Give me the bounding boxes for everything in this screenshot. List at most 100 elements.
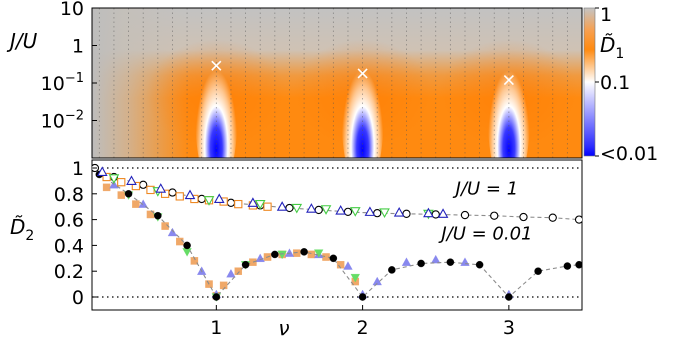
data-point bbox=[254, 200, 266, 210]
data-point bbox=[393, 206, 405, 217]
data-point bbox=[446, 258, 455, 266]
series-4 bbox=[96, 166, 449, 218]
data-point bbox=[293, 249, 301, 257]
scatter-annotation-1: J/U = 1 bbox=[453, 178, 519, 199]
data-point bbox=[460, 210, 470, 220]
scatter-xtick-label: 1 bbox=[210, 317, 222, 339]
data-point bbox=[184, 189, 196, 200]
data-point bbox=[401, 257, 412, 266]
data-point bbox=[534, 267, 542, 275]
data-point bbox=[271, 250, 279, 259]
colorbar-tick-label: <0.01 bbox=[600, 143, 658, 165]
data-point bbox=[329, 254, 338, 263]
data-point bbox=[276, 201, 288, 211]
heatmap-cross-marker-2 bbox=[357, 68, 368, 79]
heatmap-ytick-label: 10−2 bbox=[41, 109, 84, 133]
data-point bbox=[358, 293, 367, 301]
data-point bbox=[139, 180, 148, 189]
heatmap-ytick-label: 10−1 bbox=[41, 71, 84, 95]
data-point bbox=[574, 215, 582, 224]
data-point bbox=[160, 189, 170, 198]
colorbar-tick-label: 0.1 bbox=[600, 72, 630, 94]
data-point bbox=[505, 293, 513, 301]
data-point bbox=[183, 241, 191, 250]
colorbar-tick-label: 1 bbox=[600, 4, 612, 26]
scatter-ytick-label: 0.2 bbox=[54, 261, 84, 283]
data-point bbox=[490, 211, 499, 220]
data-point bbox=[306, 203, 317, 213]
data-point bbox=[263, 202, 272, 211]
data-point bbox=[291, 203, 303, 214]
data-point bbox=[349, 207, 361, 217]
data-point bbox=[343, 261, 353, 270]
data-point bbox=[379, 208, 390, 219]
scatter-ytick-label: 0.6 bbox=[54, 210, 84, 232]
data-point bbox=[96, 166, 108, 176]
heatmap-dip-1 bbox=[195, 43, 238, 158]
scatter-plot-area bbox=[92, 163, 582, 302]
data-point bbox=[307, 250, 316, 259]
data-point bbox=[168, 188, 177, 197]
scatter-ytick-label: 1 bbox=[72, 158, 84, 180]
data-point bbox=[117, 178, 126, 187]
colorbar: 1 0.1 <0.01 D̃1 bbox=[583, 4, 658, 165]
heatmap-cross-marker-3 bbox=[503, 74, 514, 86]
data-point bbox=[132, 200, 140, 208]
data-point bbox=[226, 269, 236, 278]
data-point bbox=[219, 281, 228, 290]
data-point bbox=[108, 174, 120, 184]
scatter-panel: 0 0.2 0.4 0.6 0.8 1 1 2 3 ν D̃2 J/U = 1 J/U = 0.01 bbox=[10, 158, 583, 340]
data-point bbox=[255, 253, 265, 262]
heatmap-panel: 10 1 10−1 10−2 J/U bbox=[6, 0, 583, 159]
heatmap-ytick-label: 10 bbox=[60, 0, 84, 20]
colorbar-title: D̃1 bbox=[600, 33, 624, 62]
heatmap-ytick-label: 1 bbox=[72, 36, 84, 58]
data-point bbox=[167, 227, 178, 237]
series-line bbox=[98, 174, 580, 298]
data-point bbox=[314, 249, 324, 258]
data-point bbox=[475, 260, 484, 269]
heatmap-dip-2 bbox=[341, 43, 384, 158]
data-point bbox=[437, 208, 449, 218]
data-point bbox=[519, 212, 528, 222]
data-point bbox=[213, 193, 225, 204]
heatmap-dip-3 bbox=[487, 43, 530, 158]
data-point bbox=[388, 266, 396, 274]
scatter-ytick-label: 0.8 bbox=[54, 184, 84, 206]
heatmap-ylabel: J/U bbox=[6, 29, 38, 53]
data-point bbox=[102, 183, 111, 192]
data-point bbox=[175, 192, 184, 201]
scatter-xtick-label: 2 bbox=[357, 317, 369, 339]
data-point bbox=[335, 205, 346, 215]
scatter-ylabel: D̃2 bbox=[10, 215, 34, 244]
series-line bbox=[94, 167, 580, 221]
data-point bbox=[155, 183, 167, 193]
data-point bbox=[241, 260, 250, 269]
colorbar-gradient bbox=[583, 7, 596, 157]
data-point bbox=[212, 293, 221, 301]
scatter-xlabel: ν bbox=[278, 316, 289, 340]
scatter-xtick-label: 3 bbox=[503, 317, 515, 339]
data-point bbox=[203, 196, 215, 206]
heatmap-cross-marker-1 bbox=[211, 60, 222, 71]
data-point bbox=[126, 175, 137, 185]
data-point bbox=[364, 206, 376, 216]
data-point bbox=[176, 237, 184, 246]
scatter-annotation-2: J/U = 0.01 bbox=[438, 223, 532, 244]
data-point bbox=[131, 181, 141, 191]
scatter-ytick-label: 0 bbox=[72, 287, 84, 309]
data-point bbox=[563, 262, 572, 270]
data-point bbox=[431, 254, 441, 264]
heatmap-image bbox=[92, 8, 582, 158]
data-point bbox=[320, 205, 332, 215]
data-point bbox=[548, 213, 557, 222]
scatter-ytick-label: 0.4 bbox=[54, 235, 84, 257]
data-point bbox=[277, 250, 287, 260]
data-point bbox=[575, 261, 582, 269]
data-point bbox=[417, 259, 425, 268]
data-point bbox=[154, 211, 162, 220]
data-point bbox=[249, 258, 257, 266]
data-point bbox=[350, 273, 360, 283]
data-point bbox=[247, 197, 259, 207]
